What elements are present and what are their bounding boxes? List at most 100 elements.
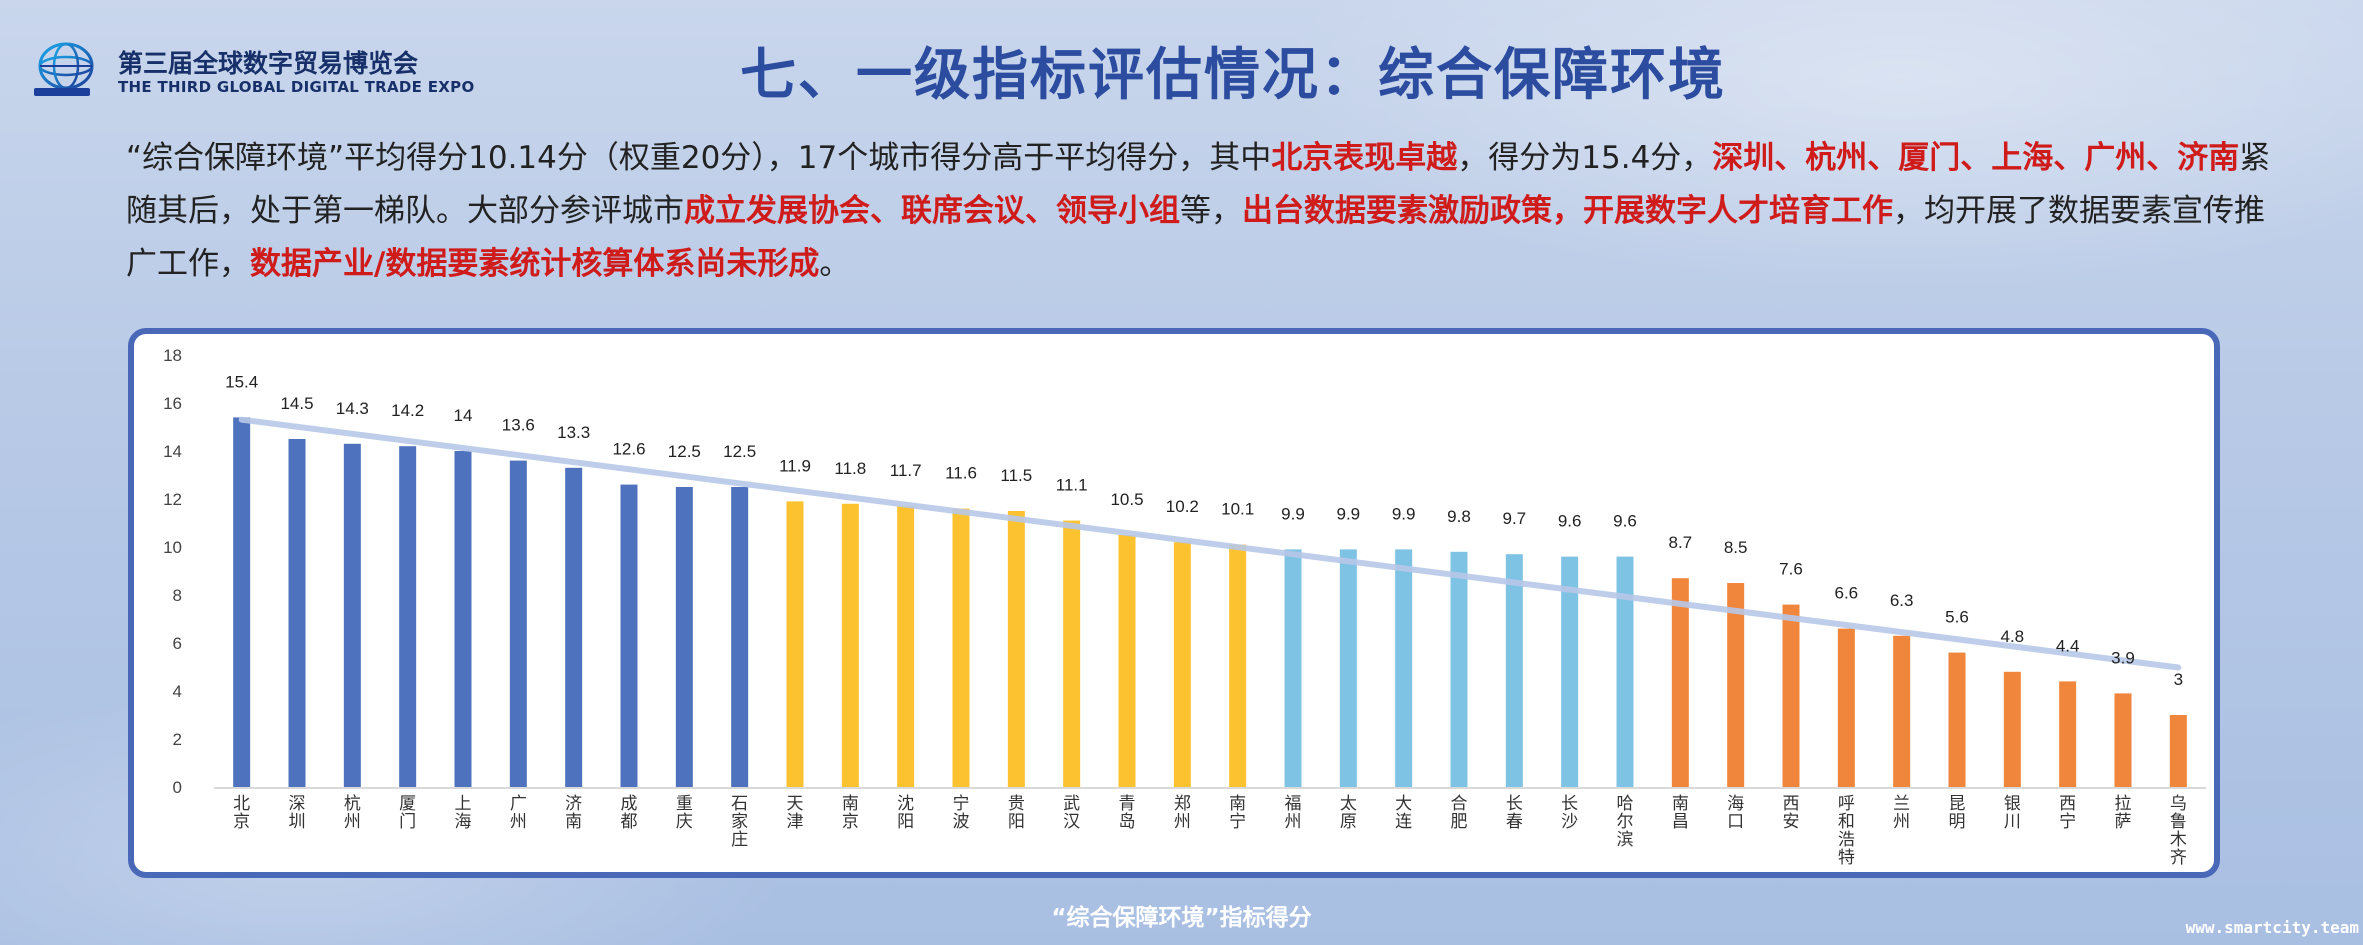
value-label: 10.1 xyxy=(1221,500,1254,519)
category-label: 杭州 xyxy=(344,794,361,832)
bar xyxy=(1173,542,1191,787)
bar xyxy=(1450,551,1468,787)
globe-logo-icon xyxy=(34,42,94,96)
value-label: 8.7 xyxy=(1669,533,1693,552)
y-tick-label: 8 xyxy=(173,586,182,605)
bar xyxy=(1837,628,1855,787)
value-label: 3.9 xyxy=(2111,648,2135,667)
bar xyxy=(1561,556,1579,787)
value-label: 6.3 xyxy=(1890,591,1914,610)
category-label: 郑州 xyxy=(1174,794,1191,832)
category-label: 成都 xyxy=(621,794,638,832)
category-label: 南宁 xyxy=(1229,794,1246,832)
category-label: 石家庄 xyxy=(731,794,748,850)
bar xyxy=(2059,681,2077,787)
value-label: 12.5 xyxy=(723,442,756,461)
value-label: 12.6 xyxy=(612,440,645,459)
bar xyxy=(620,484,638,787)
intro-highlight: 出台数据要素激励政策，开展数字人才培育工作 xyxy=(1242,193,1893,229)
bar xyxy=(509,460,527,787)
bar xyxy=(233,417,251,787)
y-tick-label: 10 xyxy=(163,538,182,557)
bar xyxy=(1284,549,1302,787)
value-label: 10.5 xyxy=(1110,490,1143,509)
bar xyxy=(2003,671,2021,787)
category-label: 长沙 xyxy=(1561,794,1578,832)
value-label: 14.2 xyxy=(391,401,424,420)
y-tick-label: 4 xyxy=(173,682,182,701)
value-label: 12.5 xyxy=(668,442,701,461)
value-label: 11.8 xyxy=(834,459,866,478)
category-label: 合肥 xyxy=(1451,794,1468,832)
intro-highlight: 数据产业/数据要素统计核算体系尚未形成 xyxy=(250,246,820,282)
value-label: 11.5 xyxy=(1000,466,1032,485)
category-label: 兰州 xyxy=(1893,794,1910,832)
bar xyxy=(1727,583,1745,787)
value-label: 11.1 xyxy=(1056,476,1088,495)
y-tick-label: 0 xyxy=(173,778,182,797)
y-tick-label: 2 xyxy=(173,730,182,749)
category-label: 昆明 xyxy=(1949,794,1966,832)
value-label: 14.5 xyxy=(280,394,313,413)
bar xyxy=(1893,635,1911,787)
value-label: 8.5 xyxy=(1724,538,1748,557)
y-tick-label: 16 xyxy=(163,394,182,413)
intro-text: ，得分为15.4分， xyxy=(1457,140,1713,176)
logo-title-en: THE THIRD GLOBAL DIGITAL TRADE EXPO xyxy=(118,78,475,96)
category-label: 武汉 xyxy=(1063,794,1080,832)
bar xyxy=(897,506,915,787)
intro-highlight: 深圳、杭州、厦门、上海、广州、济南 xyxy=(1712,140,2240,176)
intro-text: 。 xyxy=(819,246,851,282)
bar xyxy=(399,446,417,787)
bar xyxy=(565,467,583,787)
category-label: 重庆 xyxy=(676,794,693,832)
logo-title-cn: 第三届全球数字贸易博览会 xyxy=(118,49,419,78)
value-label: 9.7 xyxy=(1503,509,1527,528)
bar xyxy=(952,508,970,787)
category-label: 海口 xyxy=(1727,794,1744,832)
chart-frame: 0 2 4 6 8 10 12 14 16 18 15.4 14.5 14.3 14.2 14 13.6 13.… xyxy=(128,328,2220,878)
category-label: 拉萨 xyxy=(2115,794,2132,832)
bar xyxy=(288,439,306,787)
category-label: 福州 xyxy=(1285,794,1302,832)
bar xyxy=(841,503,859,787)
bar xyxy=(1339,549,1357,787)
bar xyxy=(2169,715,2187,787)
bar xyxy=(1505,554,1523,787)
category-label: 银川 xyxy=(2004,794,2021,832)
category-label: 青岛 xyxy=(1119,794,1136,832)
intro-paragraph: “综合保障环境”平均得分10.14分（权重20分），17个城市得分高于平均得分，… xyxy=(126,132,2276,291)
category-label: 太原 xyxy=(1340,794,1357,832)
value-label: 9.9 xyxy=(1337,504,1361,523)
category-label: 沈阳 xyxy=(897,794,914,832)
value-label: 14.3 xyxy=(336,399,369,418)
y-tick-label: 6 xyxy=(173,634,182,653)
watermark: www.smartcity.team xyxy=(2185,918,2359,937)
bar xyxy=(1671,578,1689,787)
value-label: 3 xyxy=(2174,670,2183,689)
bar xyxy=(1395,549,1413,787)
value-label: 4.8 xyxy=(2001,627,2025,646)
bar xyxy=(343,443,361,787)
value-label: 14 xyxy=(454,406,473,425)
category-label: 天津 xyxy=(787,794,804,832)
category-label: 济南 xyxy=(565,794,582,832)
category-label: 广州 xyxy=(510,794,527,832)
value-label: 11.7 xyxy=(890,461,922,480)
value-label: 11.9 xyxy=(779,456,811,475)
value-label: 9.9 xyxy=(1392,504,1416,523)
intro-text: 紧随其后，处于第一梯队。大部分参评城市 xyxy=(126,140,2271,229)
bar xyxy=(1063,520,1081,787)
bar xyxy=(731,487,749,787)
y-tick-label: 12 xyxy=(163,490,182,509)
bar xyxy=(1229,544,1247,787)
value-label: 9.6 xyxy=(1613,512,1637,531)
intro-highlight: 北京表现卓越 xyxy=(1271,140,1458,176)
value-label: 13.3 xyxy=(557,423,590,442)
value-label: 4.4 xyxy=(2056,636,2080,655)
category-label: 南京 xyxy=(842,794,859,832)
intro-highlight: 成立发展协会、联席会议、领导小组 xyxy=(684,193,1180,229)
chart-caption: “综合保障环境”指标得分 xyxy=(1051,905,1312,931)
value-label: 9.8 xyxy=(1447,507,1471,526)
category-label: 厦门 xyxy=(399,794,416,832)
